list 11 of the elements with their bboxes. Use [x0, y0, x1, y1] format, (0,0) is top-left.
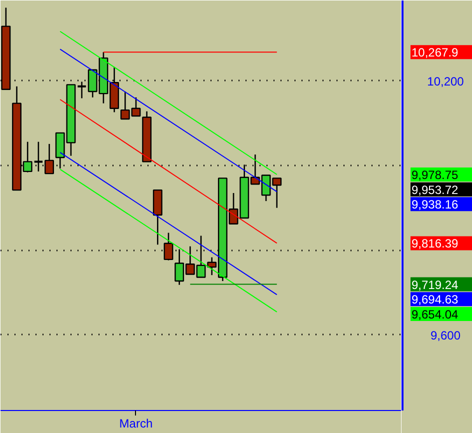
text: 9,938.16 — [412, 198, 459, 212]
text: 9,816.39 — [412, 236, 459, 251]
x-tick-label: March — [119, 416, 153, 430]
text: 9,953.72 — [412, 182, 459, 197]
y-tick-label: 9,600 — [430, 328, 461, 342]
text: 9,654.04 — [412, 307, 459, 322]
y-tick-label: 10,200 — [427, 74, 464, 88]
text: 10,267.9 — [412, 46, 459, 60]
text: 9,978.75 — [412, 168, 459, 182]
text: 9,719.24 — [412, 278, 459, 292]
text: 9,694.63 — [412, 292, 459, 307]
